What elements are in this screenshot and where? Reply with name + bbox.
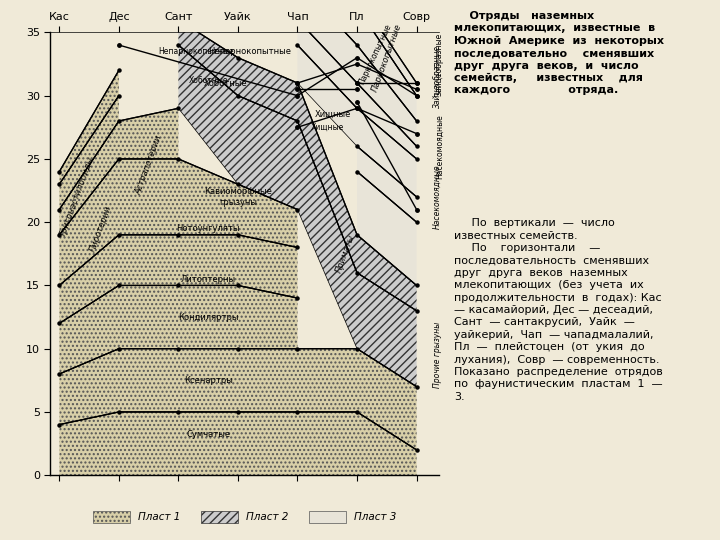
Text: Хищные: Хищные bbox=[315, 110, 351, 119]
Text: Непарнокопытные: Непарнокопытные bbox=[208, 47, 292, 56]
Text: Ксенартры: Ксенартры bbox=[184, 376, 233, 385]
Text: По  вертикали  —  число
известных семейств.
     По    горизонтали    —
последов: По вертикали — число известных семейств.… bbox=[454, 218, 663, 402]
Text: Насекомоядные: Насекомоядные bbox=[435, 114, 444, 179]
Polygon shape bbox=[357, 0, 417, 96]
Text: Кавиоморфные
грызуны: Кавиоморфные грызуны bbox=[204, 187, 272, 207]
Text: Сумчатые: Сумчатые bbox=[186, 430, 230, 439]
Text: Зайцеобразные: Зайцеобразные bbox=[435, 32, 444, 96]
Text: Тригонастилопиды: Тригонастилопиды bbox=[58, 156, 96, 238]
Text: Астрапотерии: Астрапотерии bbox=[134, 134, 163, 196]
Polygon shape bbox=[59, 70, 119, 184]
Text: Приматы: Приматы bbox=[334, 233, 356, 274]
Text: Прочие грызуны: Прочие грызуны bbox=[433, 322, 442, 388]
Polygon shape bbox=[59, 159, 297, 286]
Polygon shape bbox=[297, 20, 417, 159]
Polygon shape bbox=[357, 172, 417, 286]
Polygon shape bbox=[59, 109, 179, 235]
Polygon shape bbox=[59, 96, 119, 210]
Polygon shape bbox=[179, 20, 417, 310]
Text: Насекомоядные: Насекомоядные bbox=[433, 165, 442, 229]
Text: Кондиляртры: Кондиляртры bbox=[178, 313, 238, 321]
Text: Зайцеобразные: Зайцеобразные bbox=[433, 45, 442, 108]
Polygon shape bbox=[59, 286, 297, 374]
Text: Хищные: Хищные bbox=[310, 123, 344, 132]
Text: Парнокопытные: Парнокопытные bbox=[357, 22, 393, 86]
Polygon shape bbox=[59, 235, 297, 323]
Text: Литоптерны: Литоптерны bbox=[181, 275, 235, 284]
Text: Нотоунгуляты: Нотоунгуляты bbox=[176, 224, 240, 233]
Legend: Пласт 1, Пласт 2, Пласт 3: Пласт 1, Пласт 2, Пласт 3 bbox=[89, 507, 400, 528]
Polygon shape bbox=[59, 349, 417, 450]
Polygon shape bbox=[59, 412, 417, 475]
Text: Пиротерии: Пиротерии bbox=[89, 204, 114, 253]
Text: Хоботные: Хоботные bbox=[204, 78, 248, 87]
Text: Непарнокопытные: Непарнокопытные bbox=[158, 47, 234, 56]
Polygon shape bbox=[297, 0, 417, 146]
Polygon shape bbox=[357, 146, 417, 222]
Polygon shape bbox=[179, 45, 417, 387]
Polygon shape bbox=[297, 0, 417, 121]
Text: Отряды   наземных
млекопитающих,  известные  в
Южной  Америке  из  некоторых
пос: Отряды наземных млекопитающих, известные… bbox=[454, 11, 665, 96]
Text: Парнокопытные: Парнокопытные bbox=[370, 23, 403, 93]
Text: Хоботные: Хоботные bbox=[189, 76, 228, 85]
Polygon shape bbox=[297, 45, 417, 197]
